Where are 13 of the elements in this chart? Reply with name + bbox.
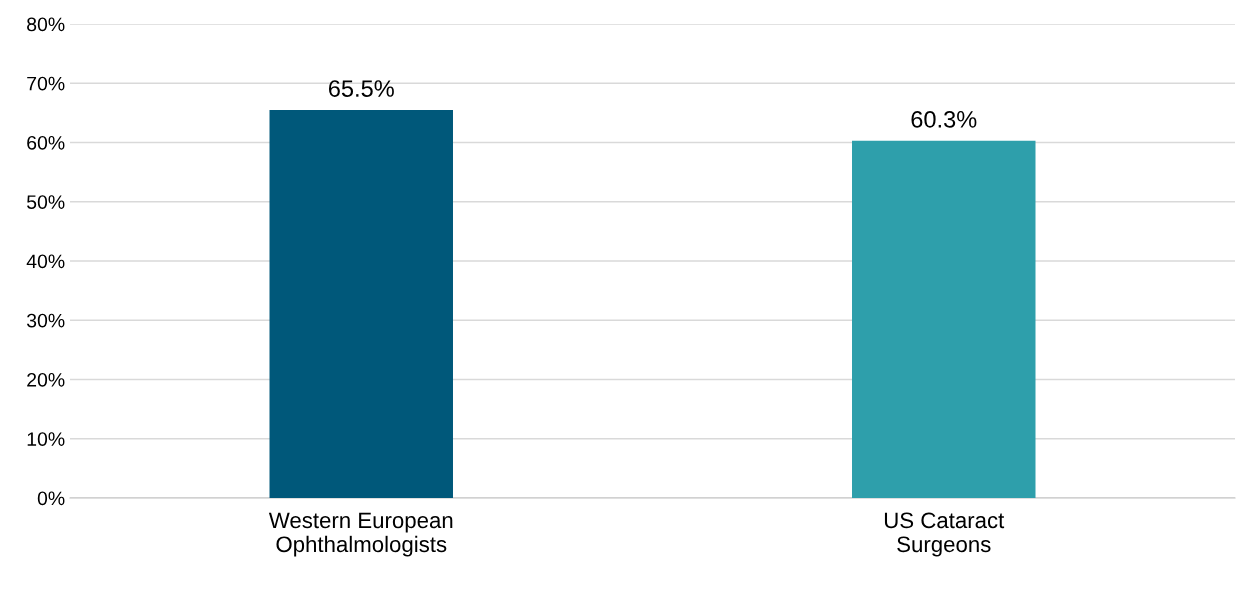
y-tick-label: 10% xyxy=(27,432,65,446)
y-tick-label: 60% xyxy=(27,135,65,150)
y-tick-label: 20% xyxy=(27,372,65,387)
y-tick-label: 70% xyxy=(27,76,65,91)
data-label: 60.3% xyxy=(911,111,977,128)
y-tick-label: 50% xyxy=(27,195,65,209)
y-tick-label: 30% xyxy=(26,313,65,328)
y-tick-label: 80% xyxy=(27,17,65,32)
y-tick-label: 0% xyxy=(37,491,65,506)
x-tick-label: Western European Ophthalmologists xyxy=(268,512,453,557)
x-tick-label: US Cataract Surgeons xyxy=(884,512,1005,557)
y-tick-label: 40% xyxy=(26,254,65,269)
data-label: 65.5% xyxy=(328,80,394,97)
